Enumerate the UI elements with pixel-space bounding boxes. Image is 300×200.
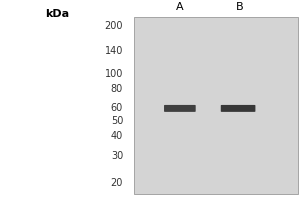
Text: kDa: kDa: [45, 9, 70, 19]
Text: 100: 100: [105, 69, 123, 79]
FancyBboxPatch shape: [221, 105, 255, 112]
Text: 50: 50: [111, 116, 123, 126]
Text: 140: 140: [105, 46, 123, 56]
Text: 30: 30: [111, 151, 123, 161]
Text: 80: 80: [111, 84, 123, 94]
Text: 200: 200: [105, 21, 123, 31]
Text: 40: 40: [111, 131, 123, 141]
Bar: [134, 17, 298, 194]
Text: 20: 20: [111, 178, 123, 188]
FancyBboxPatch shape: [164, 105, 196, 112]
Text: A: A: [176, 2, 184, 12]
Text: B: B: [236, 2, 243, 12]
Text: 60: 60: [111, 103, 123, 113]
